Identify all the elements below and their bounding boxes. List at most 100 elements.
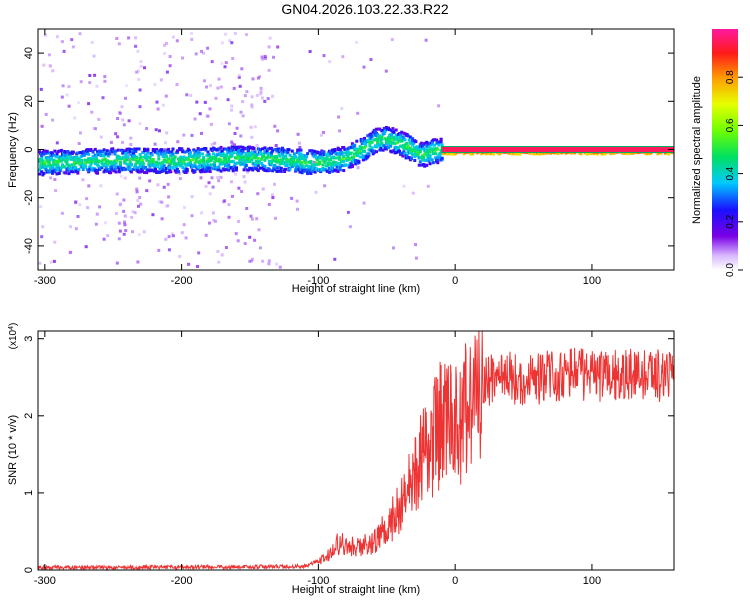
spectrogram-cell [384,69,388,73]
spectrogram-cell [391,138,395,141]
spectrogram-cell [87,152,91,156]
spectrogram-cell [267,167,271,171]
spectrogram-cell [250,105,254,109]
spectrogram-cell [266,147,270,151]
spectrogram-cell [518,152,522,156]
spectrogram-cell [333,148,337,151]
spectrogram-cell [158,170,162,174]
spectrogram-cell [383,129,387,133]
spectrogram-cell [256,164,260,168]
spectrogram-cell [411,153,415,157]
spectrogram-cell [612,151,616,155]
spectrogram-cell [226,165,230,169]
spectrogram-cell [126,150,130,154]
spectrogram-cell [310,151,314,155]
spectrogram-cell [102,148,106,152]
spectrogram-cell [390,150,394,154]
spectrogram-cell [261,187,265,191]
spectrogram-cell [39,163,43,167]
spectrogram-cell [383,137,387,141]
spectrogram-cell [328,170,331,174]
spectrogram-cell [146,155,150,159]
spectrogram-cell [156,165,160,169]
spectrogram-cell [69,250,73,254]
spectrogram-cell [238,84,242,88]
spectrogram-cell [270,151,273,155]
spectrogram-cell [216,153,220,157]
spectrogram-cell [117,221,121,225]
snr-panel: -300 -200 -100 0 100 0 1 2 3 Height of straight… [7,323,675,596]
spectrogram-cell [222,200,226,204]
spectrogram-cell [318,162,322,166]
spectrogram-cell [227,215,231,219]
spectrogram-cell [242,175,246,179]
spectrogram-cell [123,160,127,164]
spectrogram-cell [183,206,186,209]
spectrogram-cell [88,165,92,169]
spectrogram-cell [422,158,426,162]
spectrogram-cell [260,161,264,165]
spectrogram-cell [164,94,168,98]
spectrogram-cell [331,169,335,173]
spectrogram-cell [175,151,179,154]
spectrogram-cell [265,156,269,160]
spectrogram-cell [71,45,75,49]
spectrogram-cell [166,204,170,208]
spectrogram-cell [230,41,234,45]
spectrogram-cell [348,157,352,161]
spectrogram-cell [60,95,64,99]
spectrogram-cell [161,154,165,158]
x-tick-label: -300 [34,275,56,287]
spectrogram-cell [51,166,55,170]
spectrogram-cell [197,251,201,255]
spectrogram-cell [387,136,390,140]
spectrogram-cell [127,119,131,123]
spectrogram-cell [405,154,409,158]
spectrogram-cell [250,95,254,99]
spectrogram-cell [423,141,427,145]
spectrogram-cell [395,134,399,138]
spectrogram-cell [85,197,89,201]
spectrogram-cell [103,221,107,225]
spectrogram-cell [139,164,143,168]
spectrogram-cell [403,152,407,156]
spectrogram-cell [213,147,217,151]
spectrogram-cell [192,155,196,159]
spectrogram-cell [341,157,345,161]
spectrogram-cell [76,171,80,175]
spectrogram-cell [295,163,299,166]
spectrogram-cell [413,159,417,162]
spectrogram-cell [102,237,106,241]
spectrogram-cell [93,73,97,77]
spectrogram-cell [238,148,242,152]
spectrogram-cell [275,155,279,159]
spectrogram-cell [310,149,314,153]
spectrogram-cell [241,162,245,166]
spectrogram-cell [201,147,204,151]
spectrogram-cell [220,162,224,166]
spectrogram-cell [217,147,221,151]
spectrogram-cell [389,144,393,148]
spectrogram-cell [44,112,48,116]
spectrogram-cell [198,160,202,164]
spectrogram-cell [65,155,69,159]
spectrogram-cell [425,150,429,153]
spectrogram-cell [157,154,161,158]
spectrogram-cell [431,152,435,156]
spectrogram-cell [392,135,396,139]
spectrogram-cell [410,151,413,155]
spectrogram-cell [46,164,50,168]
spectrogram-cell [271,169,275,173]
spectrogram-cell [347,146,351,150]
spectrogram-cell [302,168,306,172]
spectrogram-cell [251,149,255,152]
spectrogram-cell [100,161,104,165]
spectrogram-cell [135,161,139,164]
spectrogram-cell [39,87,43,91]
spectrogram-cell [93,153,97,157]
spectrogram-cell [212,152,215,156]
spectrogram-cell [128,150,132,154]
snr-scale-label: (x104) [8,323,20,350]
spectrogram-cell [419,163,423,167]
spectrogram-cell [427,159,431,163]
